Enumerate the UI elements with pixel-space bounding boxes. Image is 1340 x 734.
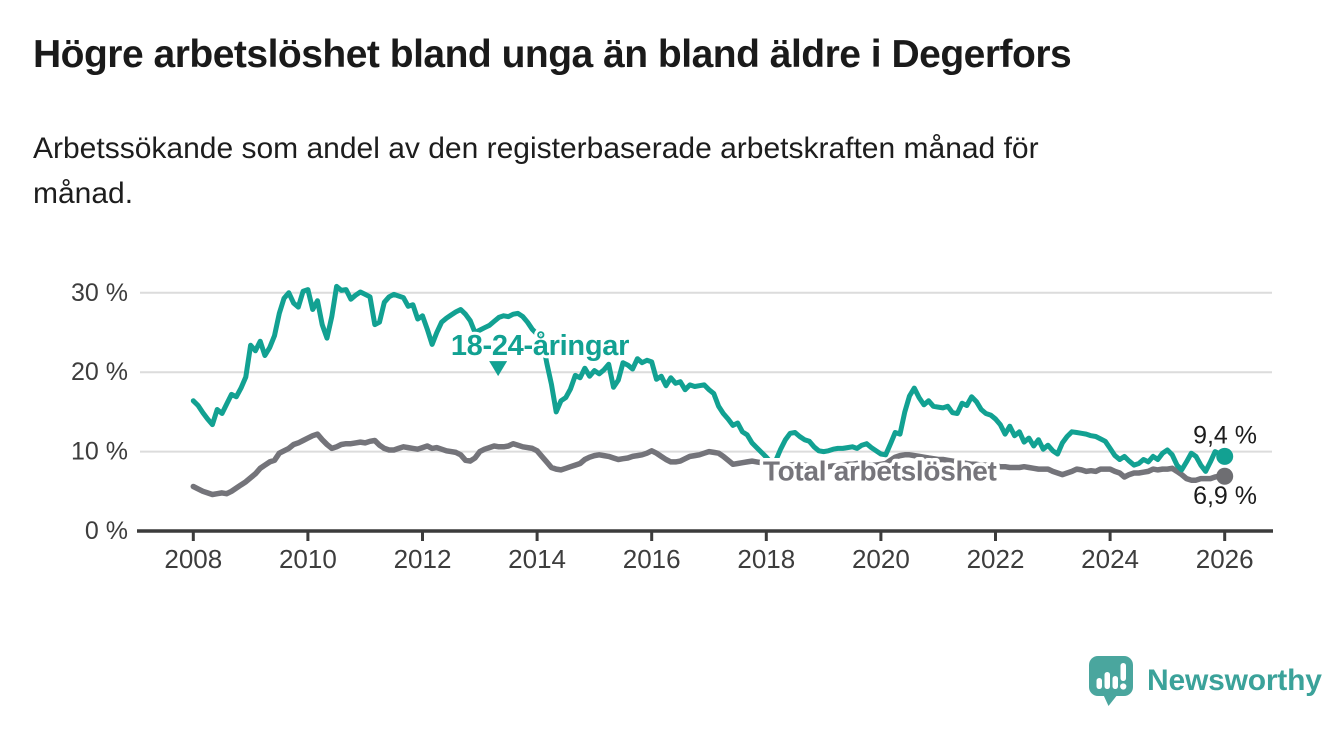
end-value-label-youth: 9,4 % (1193, 421, 1257, 449)
end-dot-youth (1216, 447, 1234, 465)
y-tick-label-10: 10 % (71, 438, 128, 466)
x-axis-labels: 2008 2010 2012 2014 2016 2018 2020 2022 2024 2026 (164, 544, 1253, 574)
page-title: Högre arbetslöshet bland unga än bland ä… (33, 33, 1072, 76)
x-tick-label-2016: 2016 (623, 544, 681, 574)
end-dot-total (1216, 467, 1234, 485)
x-tick-label-2026: 2026 (1196, 544, 1254, 574)
x-tick-label-2012: 2012 (394, 544, 452, 574)
x-tick-label-2024: 2024 (1081, 544, 1139, 574)
newsworthy-logo-icon (1089, 656, 1133, 706)
newsworthy-logo: Newsworthy (1088, 655, 1322, 707)
series-line-youth-18-24 (190, 283, 1228, 474)
x-tick-label-2010: 2010 (279, 544, 337, 574)
y-axis-labels: 0 % 10 % 20 % 30 % (71, 279, 128, 545)
series-line-total-unemployment (190, 431, 1228, 498)
label-pointer-triangle-icon (489, 361, 508, 377)
x-tick-label-2008: 2008 (164, 544, 222, 574)
series-label-youth-18-24: 18-24-åringar (451, 330, 629, 362)
end-value-label-total: 6,9 % (1193, 482, 1257, 510)
x-axis-ticks (191, 531, 1227, 541)
x-tick-label-2020: 2020 (852, 544, 910, 574)
newsworthy-logo-text: Newsworthy (1147, 664, 1322, 697)
y-tick-label-0: 0 % (85, 517, 128, 545)
x-tick-label-2018: 2018 (737, 544, 795, 574)
x-tick-label-2022: 2022 (967, 544, 1025, 574)
y-tick-label-20: 20 % (71, 358, 128, 386)
x-tick-label-2014: 2014 (508, 544, 566, 574)
gridlines (140, 291, 1272, 453)
chart-subtitle: Arbetssökande som andel av den registerb… (33, 132, 1039, 210)
series-label-total-unemployment: Total arbetslöshet (763, 455, 997, 486)
y-tick-label-30: 30 % (71, 279, 128, 307)
